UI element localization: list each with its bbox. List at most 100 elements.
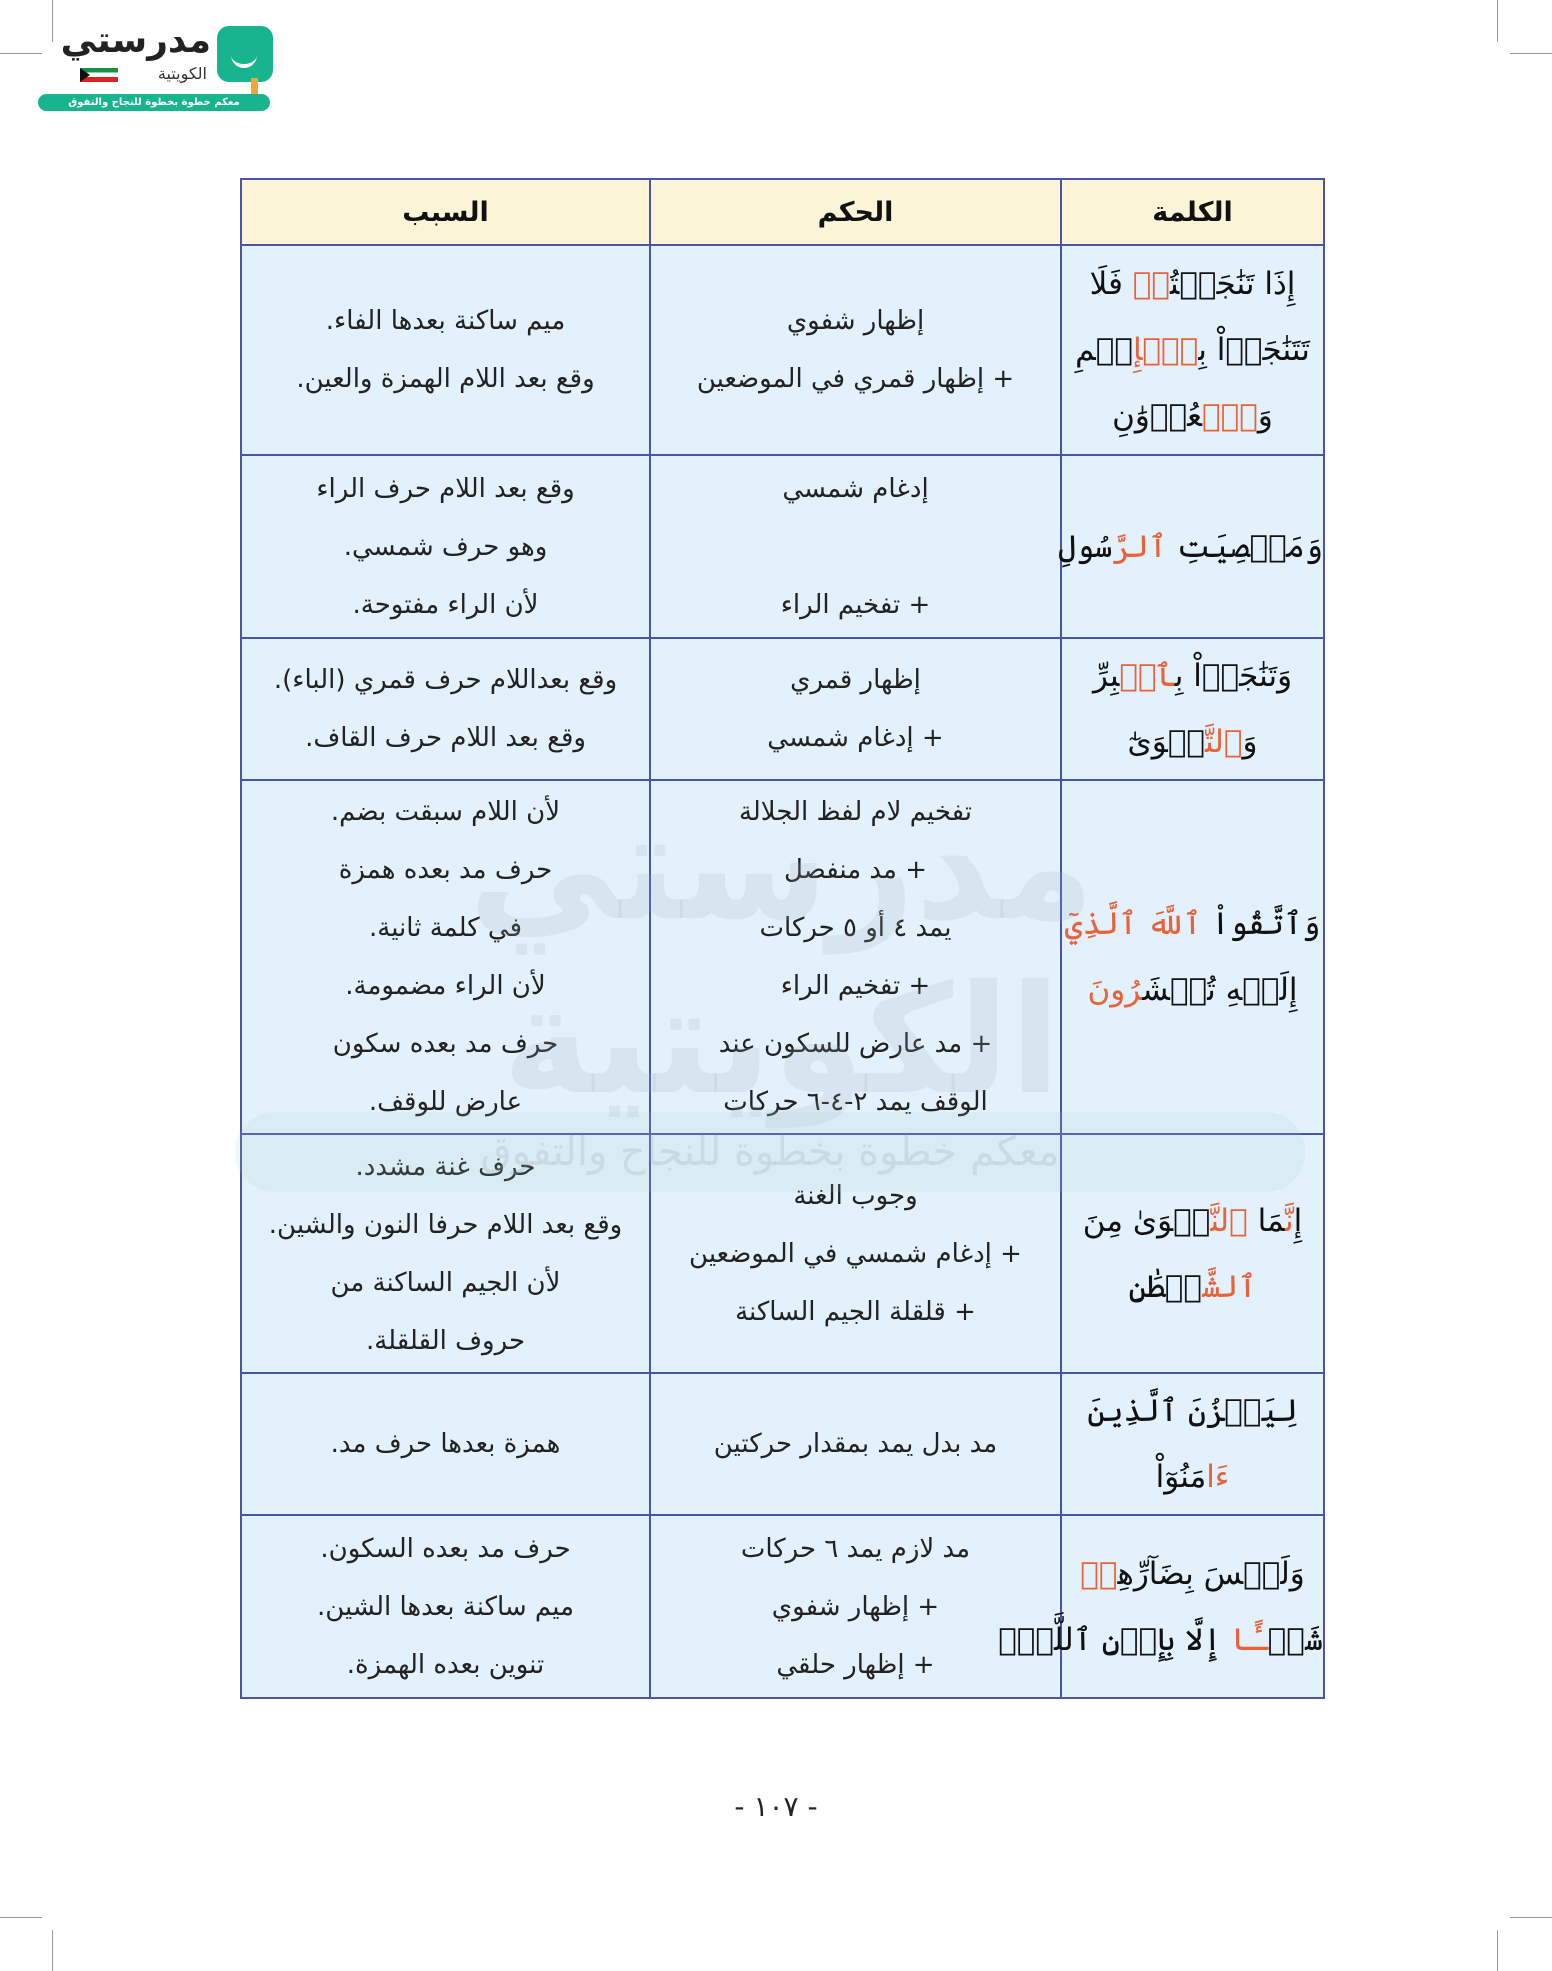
crop-mark xyxy=(1510,1917,1552,1918)
reason-line: ميم ساكنة بعدها الفاء. xyxy=(325,306,566,336)
reason-cell: ميم ساكنة بعدها الفاء. وقع بعد اللام الهم… xyxy=(240,244,651,456)
text-segment: تَتَنَٰجَوۡاْ بِ xyxy=(1198,332,1310,368)
quran-line: وَمَعۡصِيَتِ ٱلرَّسُولِ xyxy=(1058,514,1323,580)
highlighted-segment: نَّ xyxy=(1284,1202,1294,1239)
highlighted-segment: ٱلتَّ xyxy=(1205,724,1243,760)
ruling-cell: تفخيم لام لفظ الجلالة + مد منفصل يمد ٤ أو … xyxy=(649,779,1062,1135)
table-row: إِنَّمَا ٱلنَّجۡوَىٰ مِنَ ٱلشَّيۡطَٰنِ وجو… xyxy=(240,1133,1325,1374)
table-row: وَتَنَٰجَوۡاْ بِٱلۡبِرِّ وَٱلتَّقۡوَىٰٓ إظ… xyxy=(240,637,1325,781)
text-segment: وَٱتَّقُواْ xyxy=(1201,906,1321,942)
ruling-line: الوقف يمد ٢-٤-٦ حركات xyxy=(723,1087,988,1117)
text-segment: وَ xyxy=(1257,398,1273,434)
logo-title: مدرستي xyxy=(60,20,211,61)
tajweed-table: الكلمة الحكم السبب إِذَا تَنَٰجَيۡتُمۡ ف… xyxy=(240,178,1325,1699)
highlighted-segment: ٱلۡإِ xyxy=(1132,332,1199,368)
table-row: لِيَحۡزُنَ ٱلَّذِينَ ءَامَنُوٓاْ مد بدل يم… xyxy=(240,1372,1325,1516)
header-word: الكلمة xyxy=(1060,178,1325,246)
text-segment: وَتَنَٰجَوۡاْ بِ xyxy=(1174,658,1293,694)
logo-icon xyxy=(217,26,273,94)
quran-line: شَيۡـًٔا إِلَّا بِإِذۡنِ ٱللَّهِۚ xyxy=(998,1607,1323,1673)
ruling-line: يمد ٤ أو ٥ حركات xyxy=(759,913,952,943)
ruling-line: + تفخيم الراء xyxy=(780,971,931,1001)
reason-line: حرف مد بعده سكون xyxy=(332,1029,559,1059)
reason-line: وهو حرف شمسي. xyxy=(343,531,548,562)
ruling-line: إظهار قمري xyxy=(790,665,921,695)
crop-mark xyxy=(52,0,53,42)
ruling-line xyxy=(651,518,1060,576)
text-segment: وَلَيۡسَ بِضَآرِّهِ xyxy=(1117,1555,1305,1592)
ruling-line: + إظهار شفوي xyxy=(771,1591,940,1622)
text-segment: وَ xyxy=(1242,724,1258,760)
ruling-cell: إظهار شفوي + إظهار قمري في الموضعين xyxy=(649,244,1062,456)
text-segment: إِذَا تَنَٰجَيۡتُ xyxy=(1169,266,1296,302)
table-row: وَلَيۡسَ بِضَآرِّهِمۡ شَيۡـًٔا إِلَّا بِإ… xyxy=(240,1514,1325,1699)
reason-line: ميم ساكنة بعدها الشين. xyxy=(316,1591,575,1622)
ruling-line: + إدغام شمسي xyxy=(767,723,944,753)
highlighted-segment: مۡ xyxy=(1080,1555,1118,1592)
reason-cell: همزة بعدها حرف مد. xyxy=(240,1372,651,1516)
text-segment: سُولِ xyxy=(1057,528,1113,565)
word-cell: لِيَحۡزُنَ ٱلَّذِينَ ءَامَنُوٓاْ xyxy=(1060,1372,1325,1516)
quran-line: وَٱلتَّقۡوَىٰٓ xyxy=(1062,709,1323,775)
quran-line: وَلَيۡسَ بِضَآرِّهِمۡ xyxy=(1062,1541,1323,1607)
table-row: وَٱتَّقُواْ ٱللَّهَ ٱلَّذِيٓ إِلَيۡهِ تُح… xyxy=(240,779,1325,1135)
reason-cell: حرف مد بعده السكون. ميم ساكنة بعدها الشين… xyxy=(240,1514,651,1699)
table-row: وَمَعۡصِيَتِ ٱلرَّسُولِ إدغام شمسي + تفخي… xyxy=(240,454,1325,639)
highlighted-segment: ٱلَّذِيٓ xyxy=(1064,906,1138,942)
text-segment: إِ xyxy=(1293,1202,1303,1239)
highlighted-segment: ٱلنَّ xyxy=(1210,1202,1248,1239)
crop-mark xyxy=(52,1930,53,1971)
crop-mark xyxy=(1510,53,1552,54)
word-cell: وَلَيۡسَ بِضَآرِّهِمۡ شَيۡـًٔا إِلَّا بِإ… xyxy=(998,1514,1325,1699)
reason-line: عارض للوقف. xyxy=(368,1087,523,1117)
ruling-cell: وجوب الغنة + إدغام شمسي في الموضعين + قلقل… xyxy=(649,1133,1062,1374)
reason-line: لأن اللام سبقت بضم. xyxy=(330,797,561,827)
crop-mark xyxy=(0,53,42,54)
crop-mark xyxy=(0,1917,42,1918)
reason-cell: وقع بعداللام حرف قمري (الباء). وقع بعد ال… xyxy=(240,637,651,781)
reason-cell: وقع بعد اللام حرف الراء وهو حرف شمسي. لأن … xyxy=(240,454,651,639)
word-cell: إِنَّمَا ٱلنَّجۡوَىٰ مِنَ ٱلشَّيۡطَٰنِ xyxy=(1060,1133,1325,1374)
ruling-line: + إظهار حلقي xyxy=(776,1649,935,1680)
reason-line: حرف مد بعده السكون. xyxy=(320,1533,571,1564)
reason-line: وقع بعد اللام حرف الراء xyxy=(316,473,575,504)
reason-line: لأن الراء مفتوحة. xyxy=(352,589,539,620)
logo-tagline: معكم خطوة بخطوة للنجاح والتفوق xyxy=(38,94,270,111)
text-segment: قۡوَىٰٓ xyxy=(1127,724,1206,760)
table-header-row: الكلمة الحكم السبب xyxy=(240,178,1325,246)
quran-line: وَتَنَٰجَوۡاْ بِٱلۡبِرِّ xyxy=(1062,643,1323,709)
reason-line: وقع بعداللام حرف قمري (الباء). xyxy=(273,665,618,695)
text-segment: عُدۡوَٰنِ xyxy=(1112,398,1203,434)
text-segment: مَا xyxy=(1247,1202,1285,1239)
ruling-line: مد لازم يمد ٦ حركات xyxy=(740,1533,971,1564)
text-segment xyxy=(1137,906,1147,942)
quran-line: لِيَحۡزُنَ ٱلَّذِينَ xyxy=(1062,1378,1323,1444)
text-segment: إِلَيۡهِ تُحۡشَ xyxy=(1142,972,1298,1008)
page-number: - ١٠٧ - xyxy=(734,1790,818,1823)
ruling-line: + تفخيم الراء xyxy=(780,589,931,620)
header-reason: السبب xyxy=(240,178,651,246)
highlighted-segment: ٱلۡ xyxy=(1119,658,1175,694)
quran-line: إِذَا تَنَٰجَيۡتُمۡ فَلَا xyxy=(1062,251,1323,317)
ruling-line: إظهار شفوي xyxy=(786,306,925,336)
ruling-line: + قلقلة الجيم الساكنة xyxy=(735,1296,976,1327)
quran-line: ءَامَنُوٓاْ xyxy=(1062,1444,1323,1510)
word-cell: وَٱتَّقُواْ ٱللَّهَ ٱلَّذِيٓ إِلَيۡهِ تُح… xyxy=(1060,779,1325,1135)
ruling-line: إدغام شمسي xyxy=(782,473,929,504)
reason-line: حرف مد بعده همزة xyxy=(338,855,553,885)
logo: مدرستي الكويتية معكم خطوة بخطوة للنجاح و… xyxy=(38,20,273,115)
word-cell: وَمَعۡصِيَتِ ٱلرَّسُولِ xyxy=(1058,454,1325,639)
reason-line: حرف غنة مشدد. xyxy=(355,1151,536,1182)
ruling-line: تفخيم لام لفظ الجلالة xyxy=(738,797,973,827)
reason-line: همزة بعدها حرف مد. xyxy=(330,1429,561,1459)
quran-line: إِنَّمَا ٱلنَّجۡوَىٰ مِنَ xyxy=(1062,1188,1323,1254)
quran-line: ٱلشَّيۡطَٰنِ xyxy=(1062,1254,1323,1320)
header-ruling: الحكم xyxy=(649,178,1062,246)
highlighted-segment: ٱلرَّ xyxy=(1112,528,1167,565)
ruling-cell: إظهار قمري + إدغام شمسي xyxy=(649,637,1062,781)
quran-line: وَٱلۡعُدۡوَٰنِ xyxy=(1062,383,1323,449)
crop-mark xyxy=(1497,1930,1498,1971)
ruling-line: + مد منفصل xyxy=(783,855,928,885)
text-segment: مَنُوٓاْ xyxy=(1155,1459,1207,1495)
text-segment: فَلَا xyxy=(1089,266,1133,302)
